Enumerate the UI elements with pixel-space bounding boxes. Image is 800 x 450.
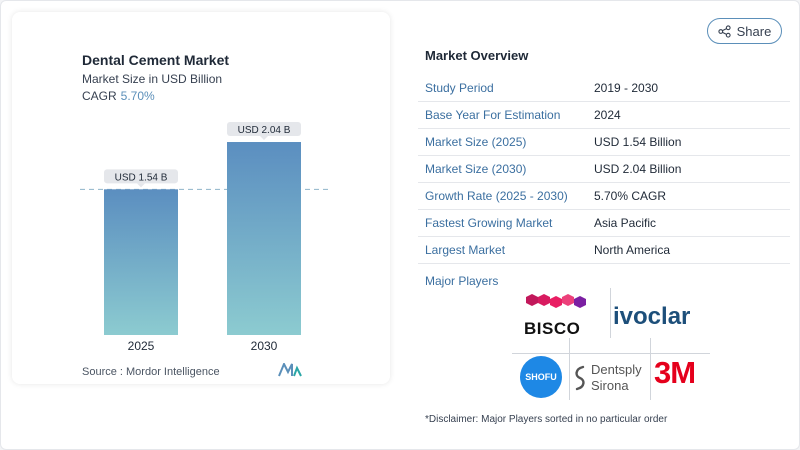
sirona-wordmark: Sirona	[591, 378, 629, 393]
cagr-label: CAGR	[82, 89, 117, 103]
row-value: USD 2.04 Billion	[594, 162, 682, 176]
chart-card	[12, 12, 390, 384]
row-key: Fastest Growing Market	[425, 216, 553, 230]
row-key: Market Size (2030)	[425, 162, 527, 176]
share-button[interactable]: Share	[707, 18, 782, 44]
row-value: 2019 - 2030	[594, 81, 659, 95]
data-label-bg	[104, 169, 178, 184]
dentsply-swirl-icon	[575, 365, 585, 391]
overview-row: Growth Rate (2025 - 2030) 5.70% CAGR	[418, 183, 790, 210]
overview-row: Base Year For Estimation 2024	[418, 102, 790, 129]
source-note: Source : Mordor Intelligence	[82, 366, 220, 378]
row-key: Growth Rate (2025 - 2030)	[425, 189, 568, 203]
cagr-value: 5.70%	[120, 89, 155, 103]
shofu-logo: SHOFU	[520, 356, 562, 398]
row-key: Largest Market	[425, 243, 506, 257]
cagr-line: CAGR 5.70%	[82, 89, 155, 103]
logo-divider	[569, 338, 570, 400]
logo-divider	[610, 288, 611, 338]
chart-title: Dental Cement Market	[82, 52, 230, 68]
overview-row: Study Period 2019 - 2030	[418, 75, 790, 102]
data-label: USD 1.54 B	[115, 172, 168, 183]
overview-row: Market Size (2030) USD 2.04 Billion	[418, 156, 790, 183]
overview-row: Fastest Growing Market Asia Pacific	[418, 210, 790, 237]
row-value: 2024	[594, 108, 621, 122]
x-tick-label: 2030	[251, 339, 278, 353]
bisco-logo: BISCO	[524, 292, 598, 338]
bar-2030	[227, 142, 301, 335]
bisco-hexagons-icon	[526, 294, 586, 308]
row-key: Study Period	[425, 81, 494, 95]
row-value: USD 1.54 Billion	[594, 135, 682, 149]
data-label: USD 2.04 B	[238, 125, 291, 136]
disclaimer: *Disclaimer: Major Players sorted in no …	[425, 414, 668, 425]
bisco-wordmark: BISCO	[524, 319, 581, 338]
dentsply-wordmark: Dentsply	[591, 362, 642, 377]
row-value: 5.70% CAGR	[594, 189, 667, 203]
data-label-bg	[227, 122, 301, 137]
overview-title: Market Overview	[425, 48, 529, 63]
mordor-logo-icon	[278, 363, 302, 377]
overview-row: Largest Market North America	[418, 237, 790, 264]
row-key: Market Size (2025)	[425, 135, 527, 149]
data-label-pointer	[137, 183, 145, 188]
bar-chart: USD 1.54 B 2025 USD 2.04 B 2030	[80, 122, 328, 353]
logo-divider	[650, 338, 651, 400]
x-tick-label: 2025	[128, 339, 155, 353]
shofu-wordmark: SHOFU	[525, 372, 557, 382]
data-label-pointer	[260, 136, 268, 141]
overview-row: Market Size (2025) USD 1.54 Billion	[418, 129, 790, 156]
dentsply-sirona-logo: Dentsply Sirona	[573, 358, 649, 398]
chart-subtitle: Market Size in USD Billion	[82, 72, 223, 86]
ivoclar-logo: ivoclar	[613, 303, 691, 330]
players-title: Major Players	[425, 274, 499, 288]
row-value: North America	[594, 243, 671, 257]
row-key: Base Year For Estimation	[425, 108, 561, 122]
share-icon	[718, 24, 731, 38]
3m-logo: 3M	[654, 355, 696, 390]
share-label: Share	[736, 23, 772, 39]
bar-2025	[104, 189, 178, 335]
row-value: Asia Pacific	[594, 216, 657, 230]
logo-divider	[512, 353, 710, 354]
